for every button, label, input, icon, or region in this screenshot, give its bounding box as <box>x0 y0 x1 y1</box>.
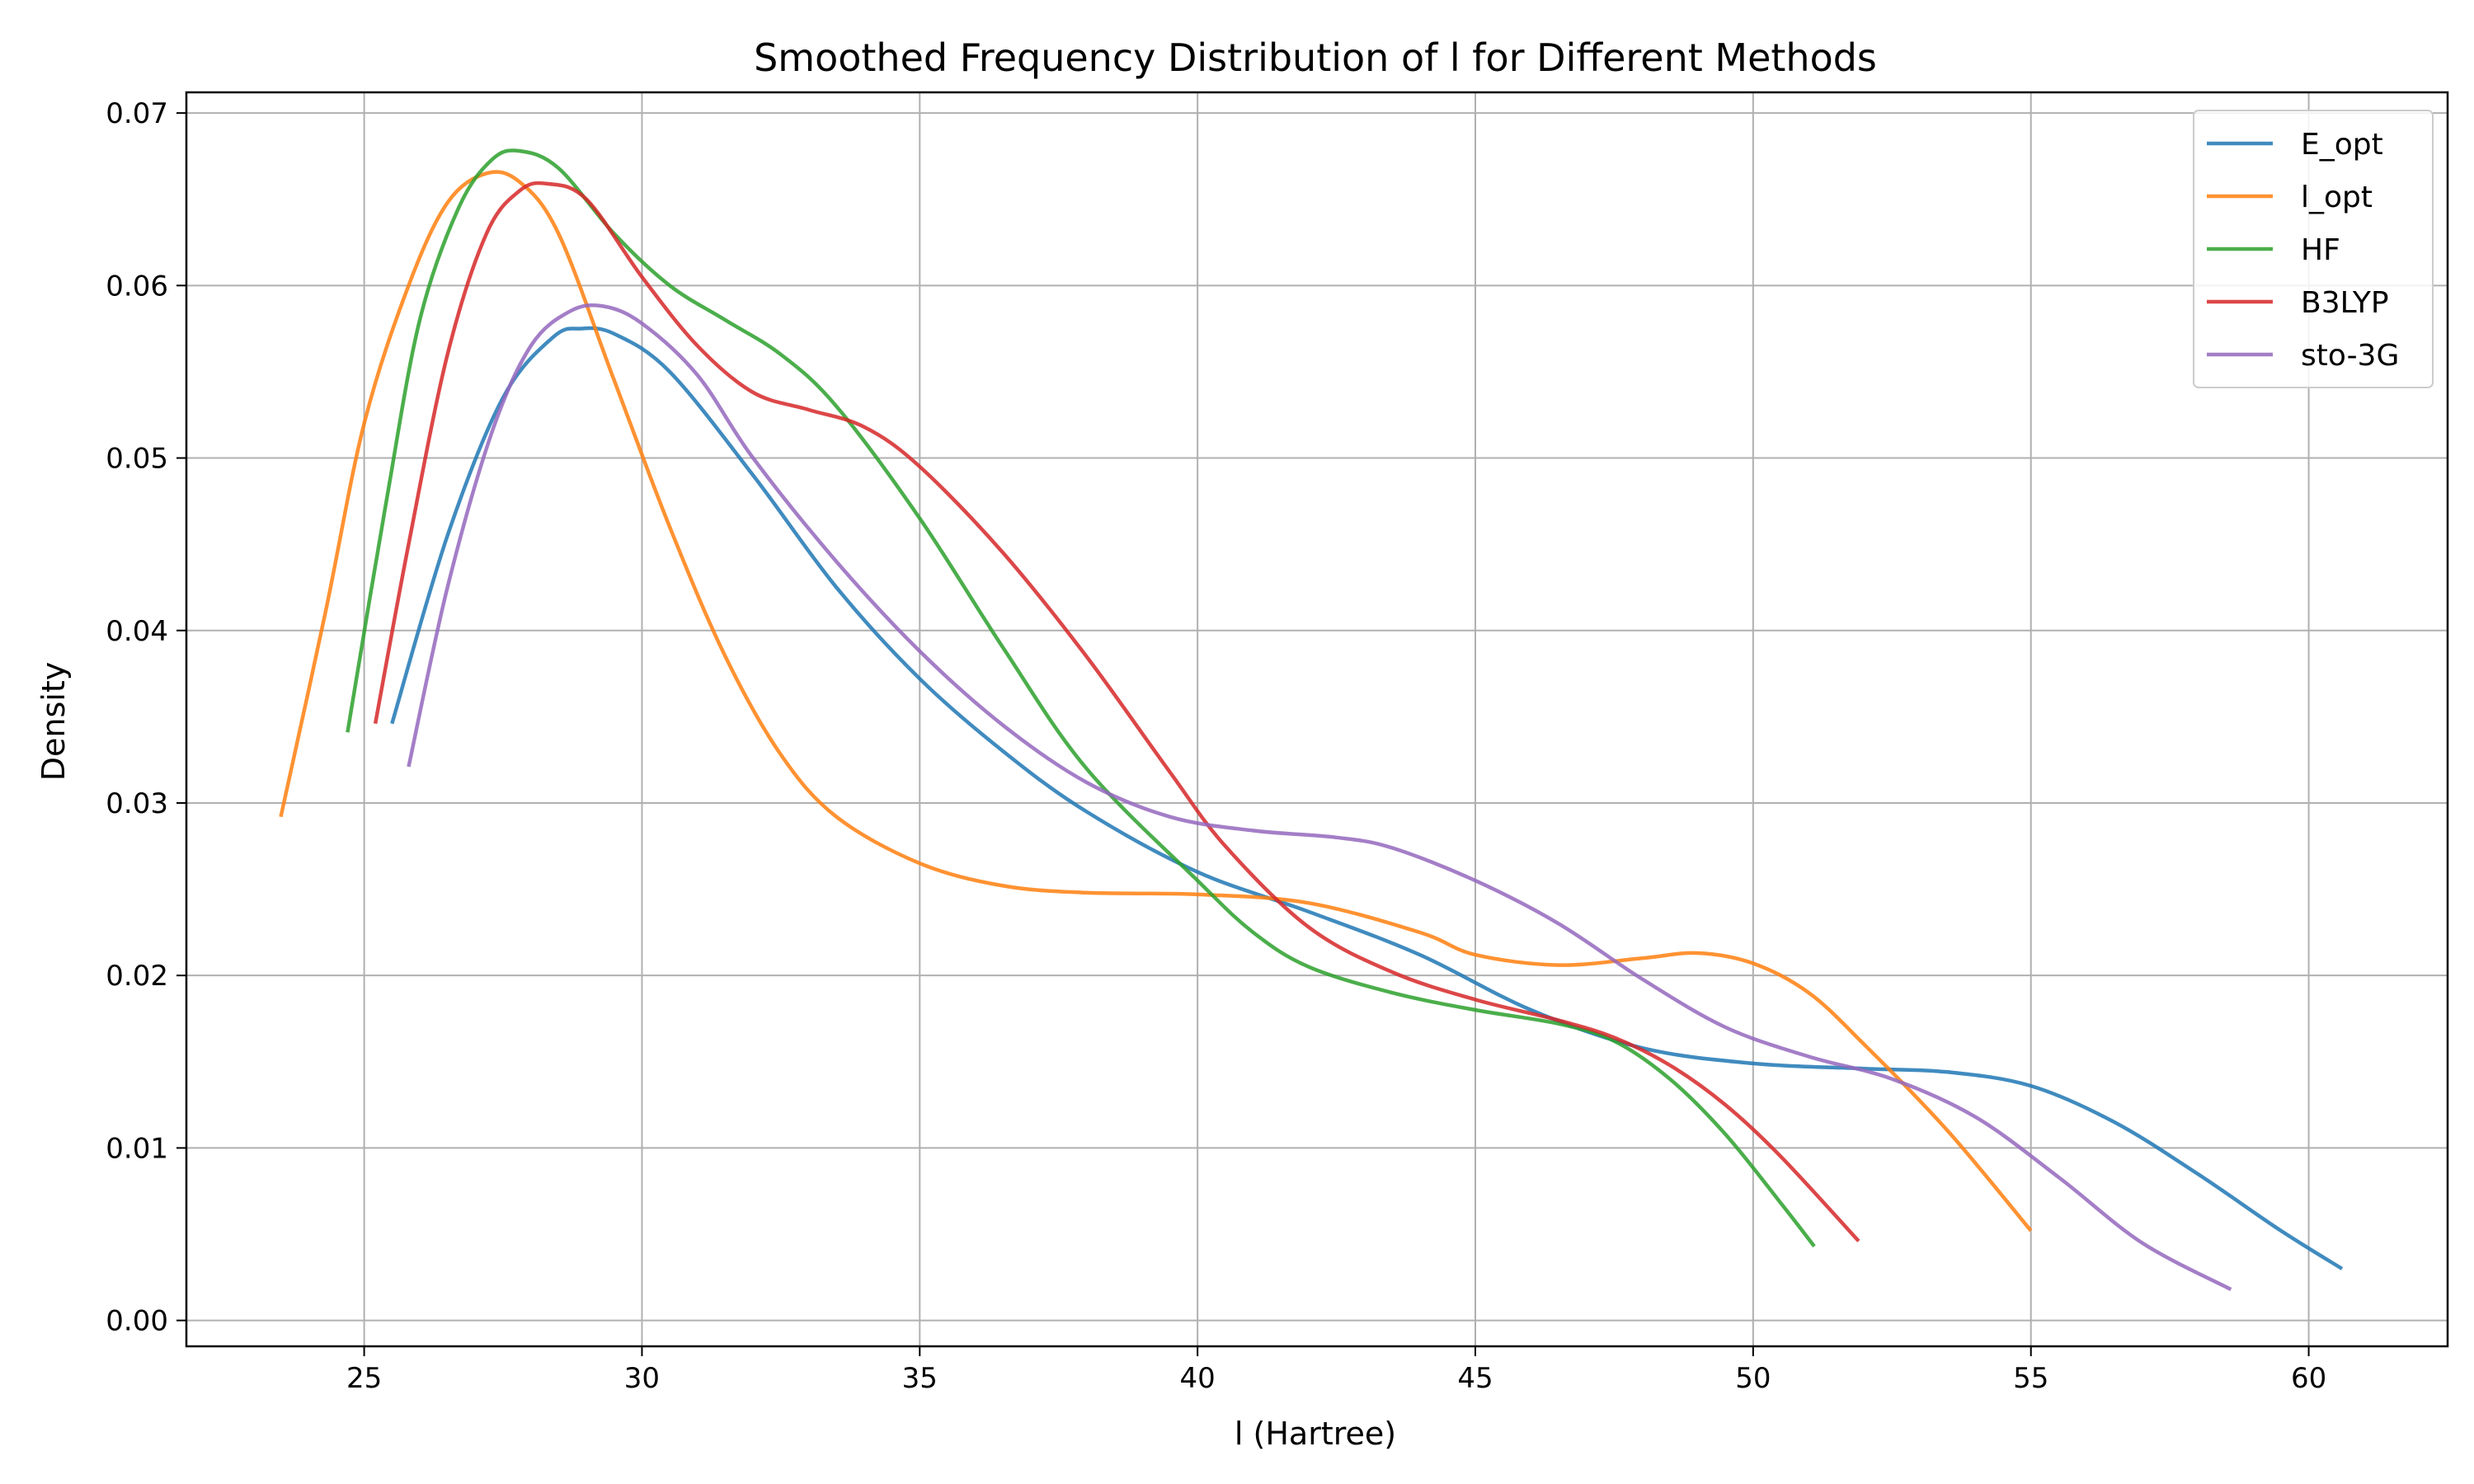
legend-label-e-opt: E_opt <box>2301 128 2383 162</box>
plot-frame <box>185 91 2449 1348</box>
series-line-sto-3g <box>407 303 2232 1291</box>
x-tick-label: 55 <box>2013 1362 2048 1395</box>
series-line-b3lyp <box>373 181 1860 1242</box>
legend-label-l-opt: l_opt <box>2301 181 2373 214</box>
y-tick-label: 0.01 <box>106 1132 168 1165</box>
legend-box <box>2193 110 2434 388</box>
legend: E_opt l_opt HF B3LYP sto-3G <box>2193 110 2434 388</box>
series-line-hf <box>346 148 1816 1248</box>
x-tick-label: 35 <box>902 1362 938 1395</box>
grid-lines <box>186 92 2448 1346</box>
y-tick-label: 0.04 <box>106 615 168 648</box>
x-tick-label: 50 <box>1735 1362 1771 1395</box>
x-tick-label: 30 <box>624 1362 660 1395</box>
x-tick-label: 60 <box>2291 1362 2326 1395</box>
y-tick-label: 0.06 <box>106 270 168 303</box>
y-tick-label: 0.00 <box>106 1305 168 1338</box>
series-line-l-opt <box>279 170 2033 1233</box>
legend-label-b3lyp: B3LYP <box>2301 286 2389 320</box>
y-tick-label: 0.03 <box>106 787 168 820</box>
y-tick-label: 0.07 <box>106 97 168 130</box>
chart-title: Smoothed Frequency Distribution of l for… <box>754 35 1877 80</box>
series-lines <box>279 148 2344 1291</box>
axis-ticks: 25 30 35 40 45 50 55 60 0.00 0.01 0.02 0.03 0.04 0.05… <box>106 97 2326 1395</box>
legend-label-hf: HF <box>2301 233 2340 267</box>
x-tick-label: 40 <box>1180 1362 1216 1395</box>
y-tick-label: 0.02 <box>106 960 168 993</box>
y-axis-label: Density <box>35 662 72 781</box>
x-tick-label: 25 <box>346 1362 382 1395</box>
series-line-e-opt <box>390 326 2344 1270</box>
y-tick-label: 0.05 <box>106 443 168 476</box>
x-tick-label: 45 <box>1457 1362 1493 1395</box>
x-axis-label: l (Hartree) <box>1235 1416 1396 1452</box>
legend-label-sto-3g: sto-3G <box>2301 339 2399 373</box>
